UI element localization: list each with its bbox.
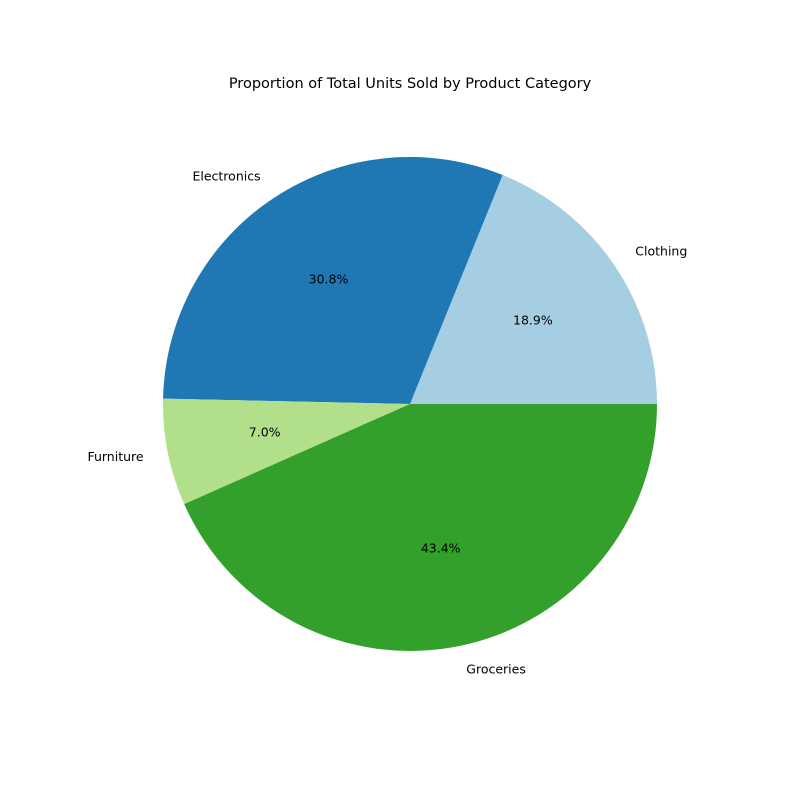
slice-percent-electronics: 30.8% [309, 272, 349, 287]
pie-slices [163, 156, 657, 651]
pie-slice-furniture [163, 398, 410, 505]
slice-label-groceries: Groceries [466, 661, 526, 676]
slice-label-furniture: Furniture [87, 449, 143, 464]
pie-slice-clothing [410, 175, 657, 404]
slice-percent-furniture: 7.0% [249, 425, 281, 440]
pie-slice-groceries [184, 404, 657, 651]
pie-labels: Clothing 18.9% Electronics 30.8% Furniture 7.… [87, 169, 687, 677]
pie-slice-electronics [163, 156, 503, 404]
chart-title: Proportion of Total Units Sold by Produc… [229, 76, 592, 92]
slice-percent-clothing: 18.9% [513, 313, 553, 328]
slice-percent-groceries: 43.4% [421, 540, 461, 555]
slice-label-clothing: Clothing [635, 244, 687, 259]
slice-label-electronics: Electronics [192, 169, 260, 184]
